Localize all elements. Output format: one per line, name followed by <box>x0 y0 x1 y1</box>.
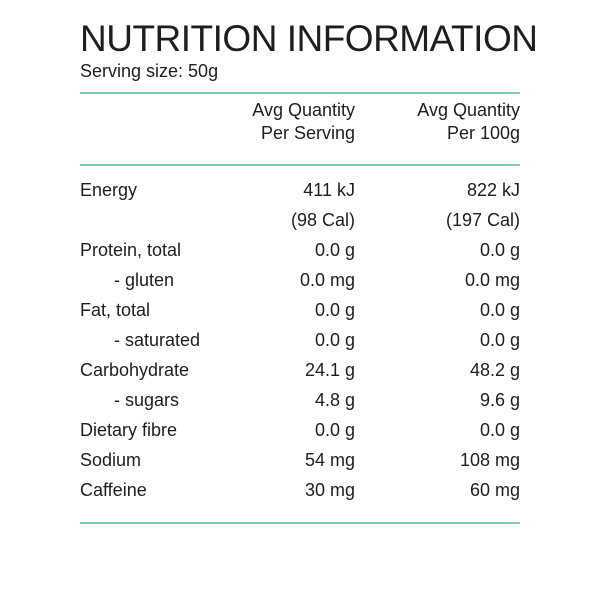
per-100g-value: 48.2 g <box>469 359 520 380</box>
table-row: Fat, total 0.0 g 0.0 g <box>80 295 520 325</box>
table-row: Sodium 54 mg 108 mg <box>80 445 520 475</box>
nutrient-label: Fat, total <box>80 299 151 320</box>
per-serving-value: 0.0 g <box>314 329 355 350</box>
per-serving-value: 411 kJ <box>303 179 355 200</box>
per-serving-value: (98 Cal) <box>290 209 355 230</box>
nutrition-panel: NUTRITION INFORMATION Serving size: 50g … <box>80 18 538 524</box>
header-per-serving-line1: Avg Quantity <box>252 100 355 120</box>
bottom-divider <box>80 522 520 524</box>
table-row: Caffeine 30 mg 60 mg <box>80 475 520 505</box>
header-per-100g-line2: Per 100g <box>446 123 520 143</box>
per-serving-value: 24.1 g <box>304 359 355 380</box>
nutrient-label: Dietary fibre <box>80 419 178 440</box>
nutrient-label: - saturated <box>114 329 201 350</box>
nutrient-label: - gluten <box>114 269 175 290</box>
per-100g-value: 0.0 g <box>479 419 520 440</box>
per-serving-value: 0.0 mg <box>299 269 355 290</box>
column-header-per-100g: Avg Quantity Per 100g <box>355 99 520 157</box>
serving-size: Serving size: 50g <box>80 61 219 81</box>
page-title: NUTRITION INFORMATION <box>80 18 538 59</box>
header-per-serving-line2: Per Serving <box>260 123 355 143</box>
per-serving-value: 0.0 g <box>314 419 355 440</box>
top-divider <box>80 92 520 94</box>
per-100g-value: 9.6 g <box>479 389 520 410</box>
header-divider <box>80 164 520 166</box>
table-row: - gluten 0.0 mg 0.0 mg <box>80 265 520 295</box>
table-row: Protein, total 0.0 g 0.0 g <box>80 235 520 265</box>
nutrient-label: Carbohydrate <box>80 359 190 380</box>
per-100g-value: 0.0 mg <box>464 269 520 290</box>
table-row: - saturated 0.0 g 0.0 g <box>80 325 520 355</box>
table-row: (98 Cal) (197 Cal) <box>80 205 520 235</box>
per-serving-value: 30 mg <box>304 479 355 500</box>
column-header-nutrient <box>80 99 240 157</box>
per-100g-value: 60 mg <box>469 479 520 500</box>
per-serving-value: 0.0 g <box>314 299 355 320</box>
per-100g-value: 0.0 g <box>479 329 520 350</box>
per-serving-value: 54 mg <box>304 449 355 470</box>
per-serving-value: 0.0 g <box>314 239 355 260</box>
column-header-row: Avg Quantity Per Serving Avg Quantity Pe… <box>80 94 520 157</box>
nutrition-table-body: Energy 411 kJ 822 kJ (98 Cal) (197 Cal) Prote… <box>80 166 520 505</box>
nutrient-label: Protein, total <box>80 239 182 260</box>
nutrient-label: Sodium <box>80 449 142 470</box>
table-row: Carbohydrate 24.1 g 48.2 g <box>80 355 520 385</box>
per-100g-value: (197 Cal) <box>445 209 520 230</box>
per-100g-value: 0.0 g <box>479 239 520 260</box>
nutrient-label: Caffeine <box>80 479 147 500</box>
column-header-per-serving: Avg Quantity Per Serving <box>240 99 355 157</box>
table-row: - sugars 4.8 g 9.6 g <box>80 385 520 415</box>
nutrient-label: - sugars <box>114 389 180 410</box>
nutrient-label: Energy <box>80 179 138 200</box>
per-100g-value: 822 kJ <box>466 179 520 200</box>
per-100g-value: 108 mg <box>459 449 520 470</box>
per-100g-value: 0.0 g <box>479 299 520 320</box>
table-row: Energy 411 kJ 822 kJ <box>80 175 520 205</box>
header-per-100g-line1: Avg Quantity <box>417 100 520 120</box>
table-row: Dietary fibre 0.0 g 0.0 g <box>80 415 520 445</box>
per-serving-value: 4.8 g <box>314 389 355 410</box>
